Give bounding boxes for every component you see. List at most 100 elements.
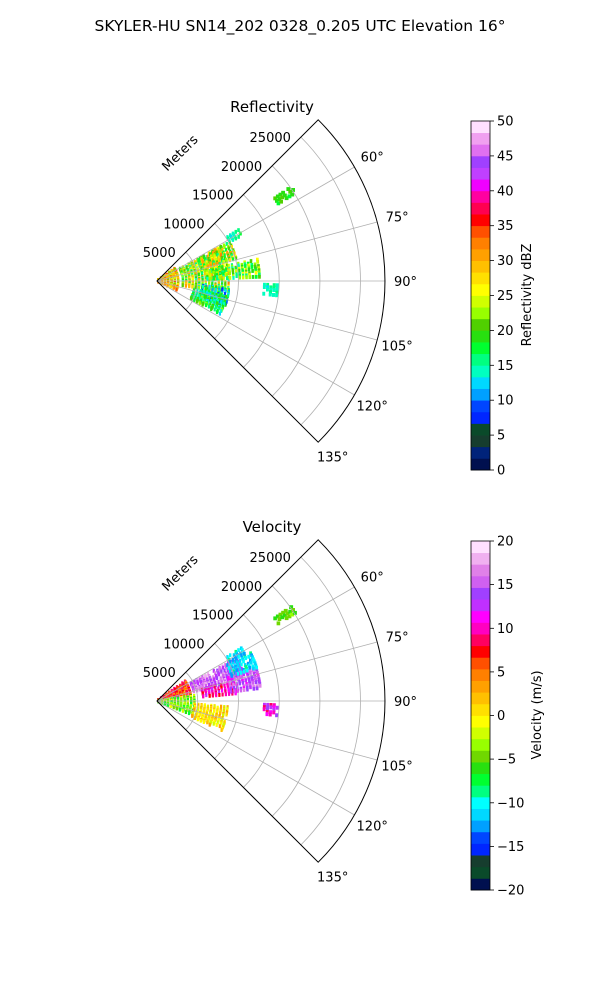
echo-cell — [257, 270, 261, 275]
echo-cell — [208, 276, 211, 281]
colorbar-segment — [471, 878, 490, 891]
echo-cell — [253, 661, 257, 666]
echo-cell — [234, 656, 238, 661]
range-tick-label: 5000 — [143, 246, 176, 261]
echo-cell — [257, 677, 261, 682]
range-tick-label: 25000 — [250, 551, 291, 566]
echo-cell — [269, 290, 272, 295]
colorbar-segment — [471, 564, 490, 577]
velocity-title: Velocity — [243, 518, 302, 536]
echo-cell — [223, 683, 226, 688]
echo-cell — [234, 236, 238, 241]
range-tick-label: 15000 — [192, 609, 233, 624]
echo-cell — [217, 281, 220, 286]
echo-cell — [217, 296, 221, 301]
echo-cell — [193, 716, 196, 720]
echo-cell — [181, 272, 184, 277]
echo-cell — [249, 685, 252, 690]
echo-cell — [281, 190, 285, 195]
colorbar-segment — [471, 225, 490, 238]
azimuth-tick-label: 75° — [386, 631, 409, 646]
colorbar-segment — [471, 831, 490, 844]
echo-cell — [207, 686, 210, 691]
echo-cell — [272, 705, 276, 710]
echo-cell — [269, 703, 273, 707]
echo-cell — [234, 256, 238, 261]
colorbar-segment — [471, 353, 490, 366]
velocity-grid — [156, 539, 386, 863]
echo-cell — [206, 720, 209, 725]
colorbar-segment — [471, 435, 490, 448]
echo-cell — [225, 259, 228, 263]
echo-cell — [221, 301, 224, 306]
echo-cell — [211, 288, 214, 293]
echo-cell — [215, 292, 218, 297]
echo-cell — [237, 648, 240, 653]
echo-cell — [246, 687, 249, 692]
echo-cell — [193, 693, 196, 698]
echo-cell — [228, 659, 232, 664]
echo-cell — [194, 285, 197, 290]
colorbar-segment — [471, 190, 490, 203]
echo-cell — [208, 280, 211, 285]
echo-cell — [254, 678, 258, 682]
echo-cell — [237, 234, 240, 239]
echo-cell — [204, 683, 208, 688]
colorbar-segment — [471, 808, 490, 821]
echo-cell — [257, 268, 261, 273]
echo-cell — [217, 255, 220, 260]
echo-cell — [273, 196, 277, 201]
echo-cell — [204, 689, 207, 693]
echo-cell — [228, 240, 231, 245]
colorbar-segment — [471, 330, 490, 343]
echo-cell — [216, 253, 219, 257]
echo-cell — [272, 288, 276, 292]
echo-cell — [238, 663, 242, 668]
reflectivity-colorbar-label: Reflectivity dBZ — [520, 244, 535, 347]
echo-cell — [273, 616, 277, 621]
colorbar-segment — [471, 318, 490, 331]
echo-cell — [262, 291, 266, 296]
echo-cell — [238, 681, 241, 686]
colorbar-segment — [471, 237, 490, 250]
colorbar-segment — [471, 866, 490, 879]
echo-cell — [252, 666, 255, 671]
echo-cell — [212, 270, 215, 275]
echo-cell — [231, 658, 235, 662]
echo-cell — [257, 675, 260, 680]
echo-cell — [215, 723, 218, 727]
echo-cell — [244, 678, 247, 683]
echo-cell — [266, 282, 270, 287]
echo-cell — [240, 662, 243, 667]
echo-cell — [230, 245, 233, 249]
colorbar-segment — [471, 342, 490, 355]
colorbar-segment — [471, 680, 490, 693]
echo-cell — [214, 305, 217, 309]
echo-cell — [189, 296, 193, 301]
colorbar-segment — [471, 541, 490, 554]
echo-cell — [291, 608, 295, 612]
colorbar-segment — [471, 388, 490, 401]
echo-cell — [275, 198, 279, 203]
echo-cell — [254, 270, 258, 275]
echo-cell — [269, 710, 272, 715]
echo-cell — [272, 283, 276, 288]
colorbar-segment — [471, 144, 490, 157]
echo-cell — [216, 276, 219, 281]
azimuth-spoke — [156, 586, 355, 702]
echo-cell — [286, 187, 291, 191]
colorbar-tick-label: −15 — [497, 840, 524, 855]
echo-cell — [218, 693, 221, 697]
echo-cell — [223, 244, 226, 249]
echo-cell — [254, 663, 258, 668]
echo-cell — [224, 289, 227, 294]
echo-cell — [253, 262, 257, 267]
echo-cell — [219, 721, 222, 726]
colorbar-segment — [471, 376, 490, 389]
echo-cell — [248, 679, 251, 684]
echo-cell — [225, 242, 228, 246]
echo-cell — [195, 264, 198, 268]
echo-cell — [221, 266, 224, 271]
echo-cell — [208, 722, 211, 727]
range-tick-label: 10000 — [163, 637, 204, 652]
